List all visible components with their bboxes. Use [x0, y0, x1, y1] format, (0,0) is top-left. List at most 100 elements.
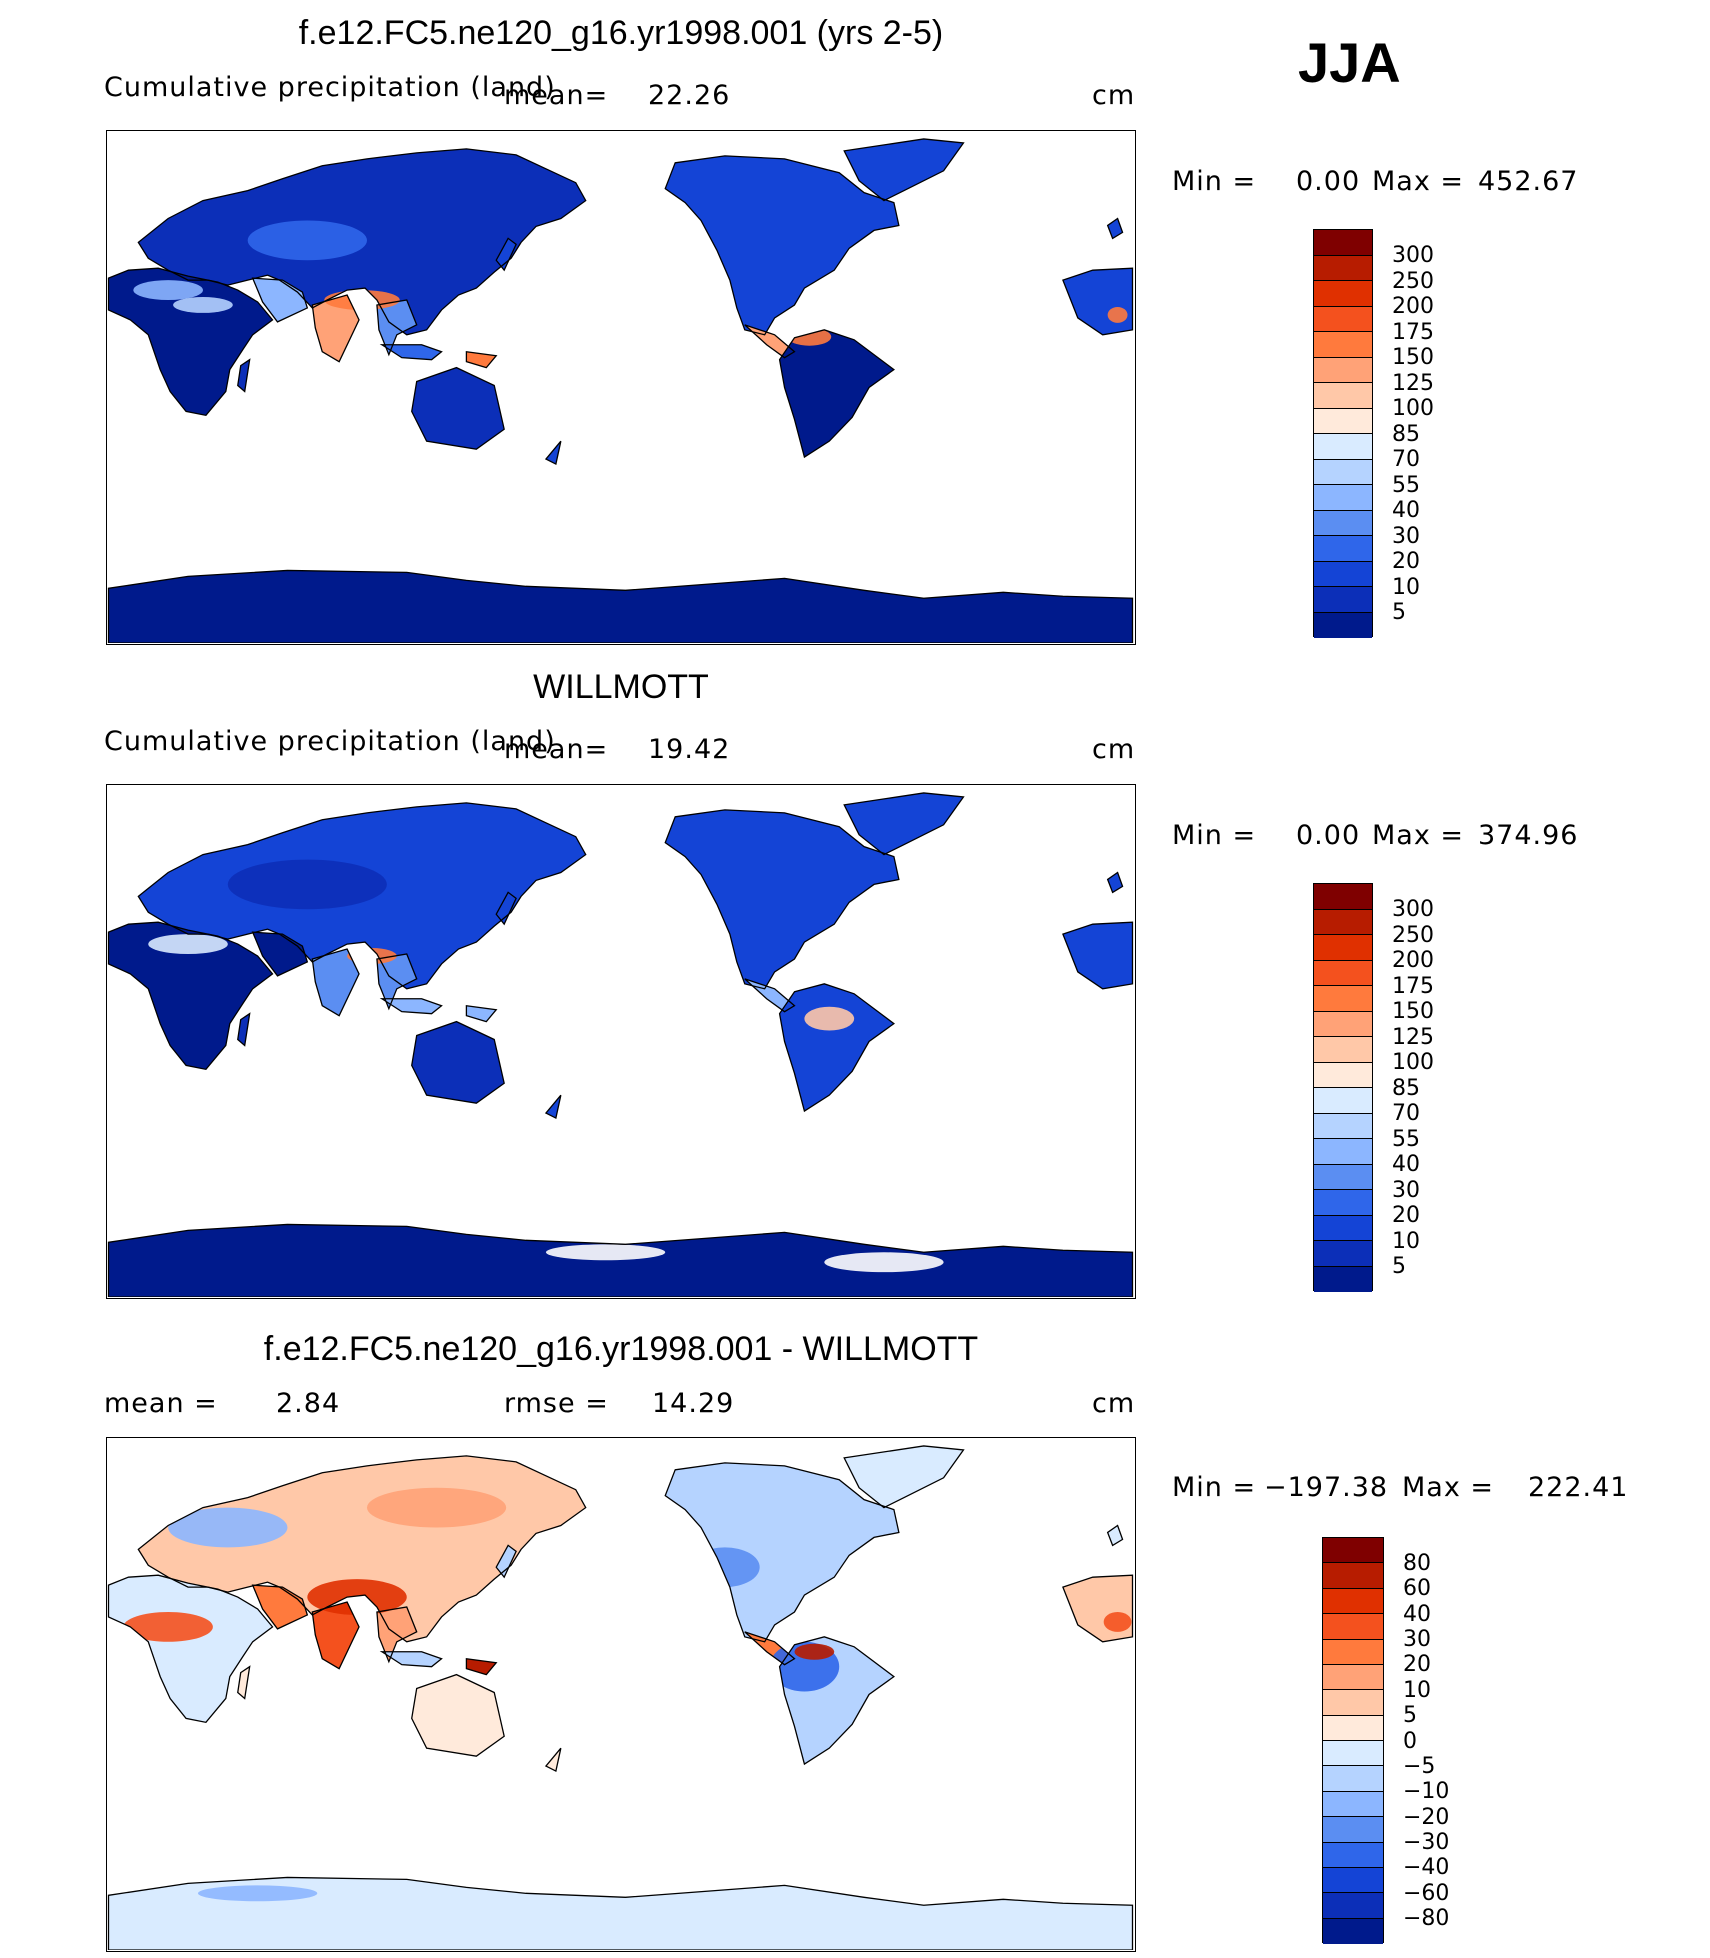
coastline-japan [495, 1544, 517, 1579]
coastline-europewest [1062, 1574, 1134, 1643]
colorbar-tick-label: 20 [1403, 1652, 1431, 1678]
colorbar-segment [1323, 1817, 1383, 1843]
panel-1-mean-label: mean= [504, 80, 609, 111]
precip-hotspot [804, 1006, 855, 1031]
landmass-europewest [1062, 1575, 1133, 1642]
colorbar-segment [1314, 255, 1372, 281]
colorbar-segment [1323, 1918, 1383, 1944]
colorbar-tick-label: 55 [1392, 1126, 1420, 1152]
colorbar-segment [1323, 1715, 1383, 1741]
panel-2-min-value: 0.00 [1296, 820, 1361, 851]
coastline-japan [495, 237, 517, 272]
coastline-greenland [843, 792, 965, 856]
panel-3-min-value: −197.38 [1264, 1472, 1389, 1503]
colorbar-tick-label: 200 [1392, 294, 1434, 319]
coastline-newguinea [465, 350, 498, 369]
coastline-nz [544, 440, 562, 465]
coastline-arabia [251, 1584, 309, 1630]
colorbar-segment [1314, 1037, 1372, 1063]
panel-2-units: cm [1092, 734, 1136, 765]
panel-3-max-label: Max = [1402, 1472, 1495, 1503]
colorbar-tick-label: −60 [1403, 1880, 1450, 1906]
colorbar-tick-label: 20 [1392, 1203, 1420, 1228]
colorbar-segment [1323, 1588, 1383, 1615]
colorbar-segment [1314, 459, 1372, 485]
colorbar-tick-label: 10 [1392, 1228, 1420, 1254]
coastline-namerica [664, 155, 900, 336]
panel-3-max-value: 222.41 [1528, 1472, 1629, 1503]
panel-1-colorbar [1313, 229, 1373, 638]
colorbar-segment [1314, 587, 1372, 613]
landmass-namerica [665, 809, 899, 989]
coastline-japan [495, 891, 517, 926]
colorbar-segment [1314, 909, 1372, 935]
colorbar-tick-label: 85 [1392, 1075, 1420, 1101]
panel-1-title: f.e12.FC5.ne120_g16.yr1998.001 (yrs 2-5) [298, 14, 944, 52]
landmass-samerica [779, 983, 894, 1112]
colorbar-tick-label: 125 [1392, 1024, 1434, 1050]
colorbar-tick-label: 250 [1392, 922, 1434, 948]
precip-hotspot [227, 859, 387, 910]
landmass-greenland [844, 138, 964, 201]
coastline-europewest [1062, 921, 1134, 990]
colorbar-segment [1323, 1893, 1383, 1919]
coastline-africa [107, 921, 274, 1071]
precip-hotspot [324, 290, 400, 310]
coastline-newguinea [465, 1004, 498, 1023]
landmass-antarctica [108, 570, 1133, 643]
colorbar-tick-label: 5 [1392, 600, 1406, 625]
colorbar-segment [1323, 1538, 1383, 1564]
colorbar-tick-label: 40 [1392, 1152, 1420, 1177]
colorbar-segment [1323, 1741, 1383, 1767]
coastline-europewest [1062, 267, 1134, 336]
panel-2-map [106, 784, 1136, 1299]
coastline-britain [1106, 217, 1124, 240]
coastline-newguinea [465, 1657, 498, 1676]
landmass-antarctica [108, 1224, 1133, 1297]
colorbar-segment [1314, 1088, 1372, 1114]
coastline-samerica [778, 983, 895, 1113]
colorbar-segment [1314, 383, 1372, 409]
coastline-nz [544, 1094, 562, 1119]
precip-hotspot [690, 1547, 760, 1588]
colorbar-tick-label: 30 [1392, 523, 1420, 549]
colorbar-segment [1314, 1062, 1372, 1088]
landmass-britain [1107, 218, 1123, 239]
colorbar-tick-label: 30 [1392, 1177, 1420, 1203]
precip-hotspot [366, 1487, 507, 1528]
colorbar-tick-label: −80 [1403, 1906, 1450, 1932]
coastline-seasia [376, 299, 418, 357]
landmass-greenland [844, 792, 964, 855]
coastline-arabia [251, 277, 309, 323]
precip-hotspot [794, 1643, 835, 1660]
landmass-antarctica [108, 1877, 1133, 1950]
landmass-australia [411, 367, 505, 450]
coastline-namerica [664, 809, 900, 990]
colorbar-segment [1314, 986, 1372, 1012]
colorbar-tick-label: 5 [1392, 1254, 1406, 1279]
coastline-britain [1106, 871, 1124, 894]
coastline-camerica [744, 1631, 796, 1666]
landmass-samerica [779, 329, 894, 458]
panel-2-mean-label: mean= [504, 734, 609, 765]
colorbar-tick-label: 80 [1403, 1550, 1431, 1576]
colorbar-segment [1314, 332, 1372, 358]
colorbar-segment [1314, 1164, 1372, 1190]
panel-1-subtitle: Cumulative precipitation (land) [104, 72, 556, 103]
coastline-namerica [664, 1462, 900, 1643]
coastline-indonesia [379, 998, 443, 1015]
panel-3-title: f.e12.FC5.ne120_g16.yr1998.001 - WILLMOT… [263, 1330, 979, 1368]
coastline-madagascar [237, 1665, 251, 1700]
colorbar-segment [1314, 510, 1372, 536]
colorbar-tick-label: 60 [1403, 1576, 1431, 1602]
colorbar-segment [1314, 281, 1372, 307]
colorbar-segment [1323, 1766, 1383, 1792]
coastline-nz [544, 1747, 562, 1772]
panel-3-units: cm [1092, 1388, 1136, 1419]
landmass-india [312, 949, 360, 1016]
colorbar-segment [1314, 434, 1372, 460]
colorbar-segment [1314, 1241, 1372, 1267]
panel-2-min-label: Min = [1172, 820, 1257, 851]
colorbar-segment [1314, 1113, 1372, 1139]
panel-2-map-svg [107, 792, 1134, 1297]
